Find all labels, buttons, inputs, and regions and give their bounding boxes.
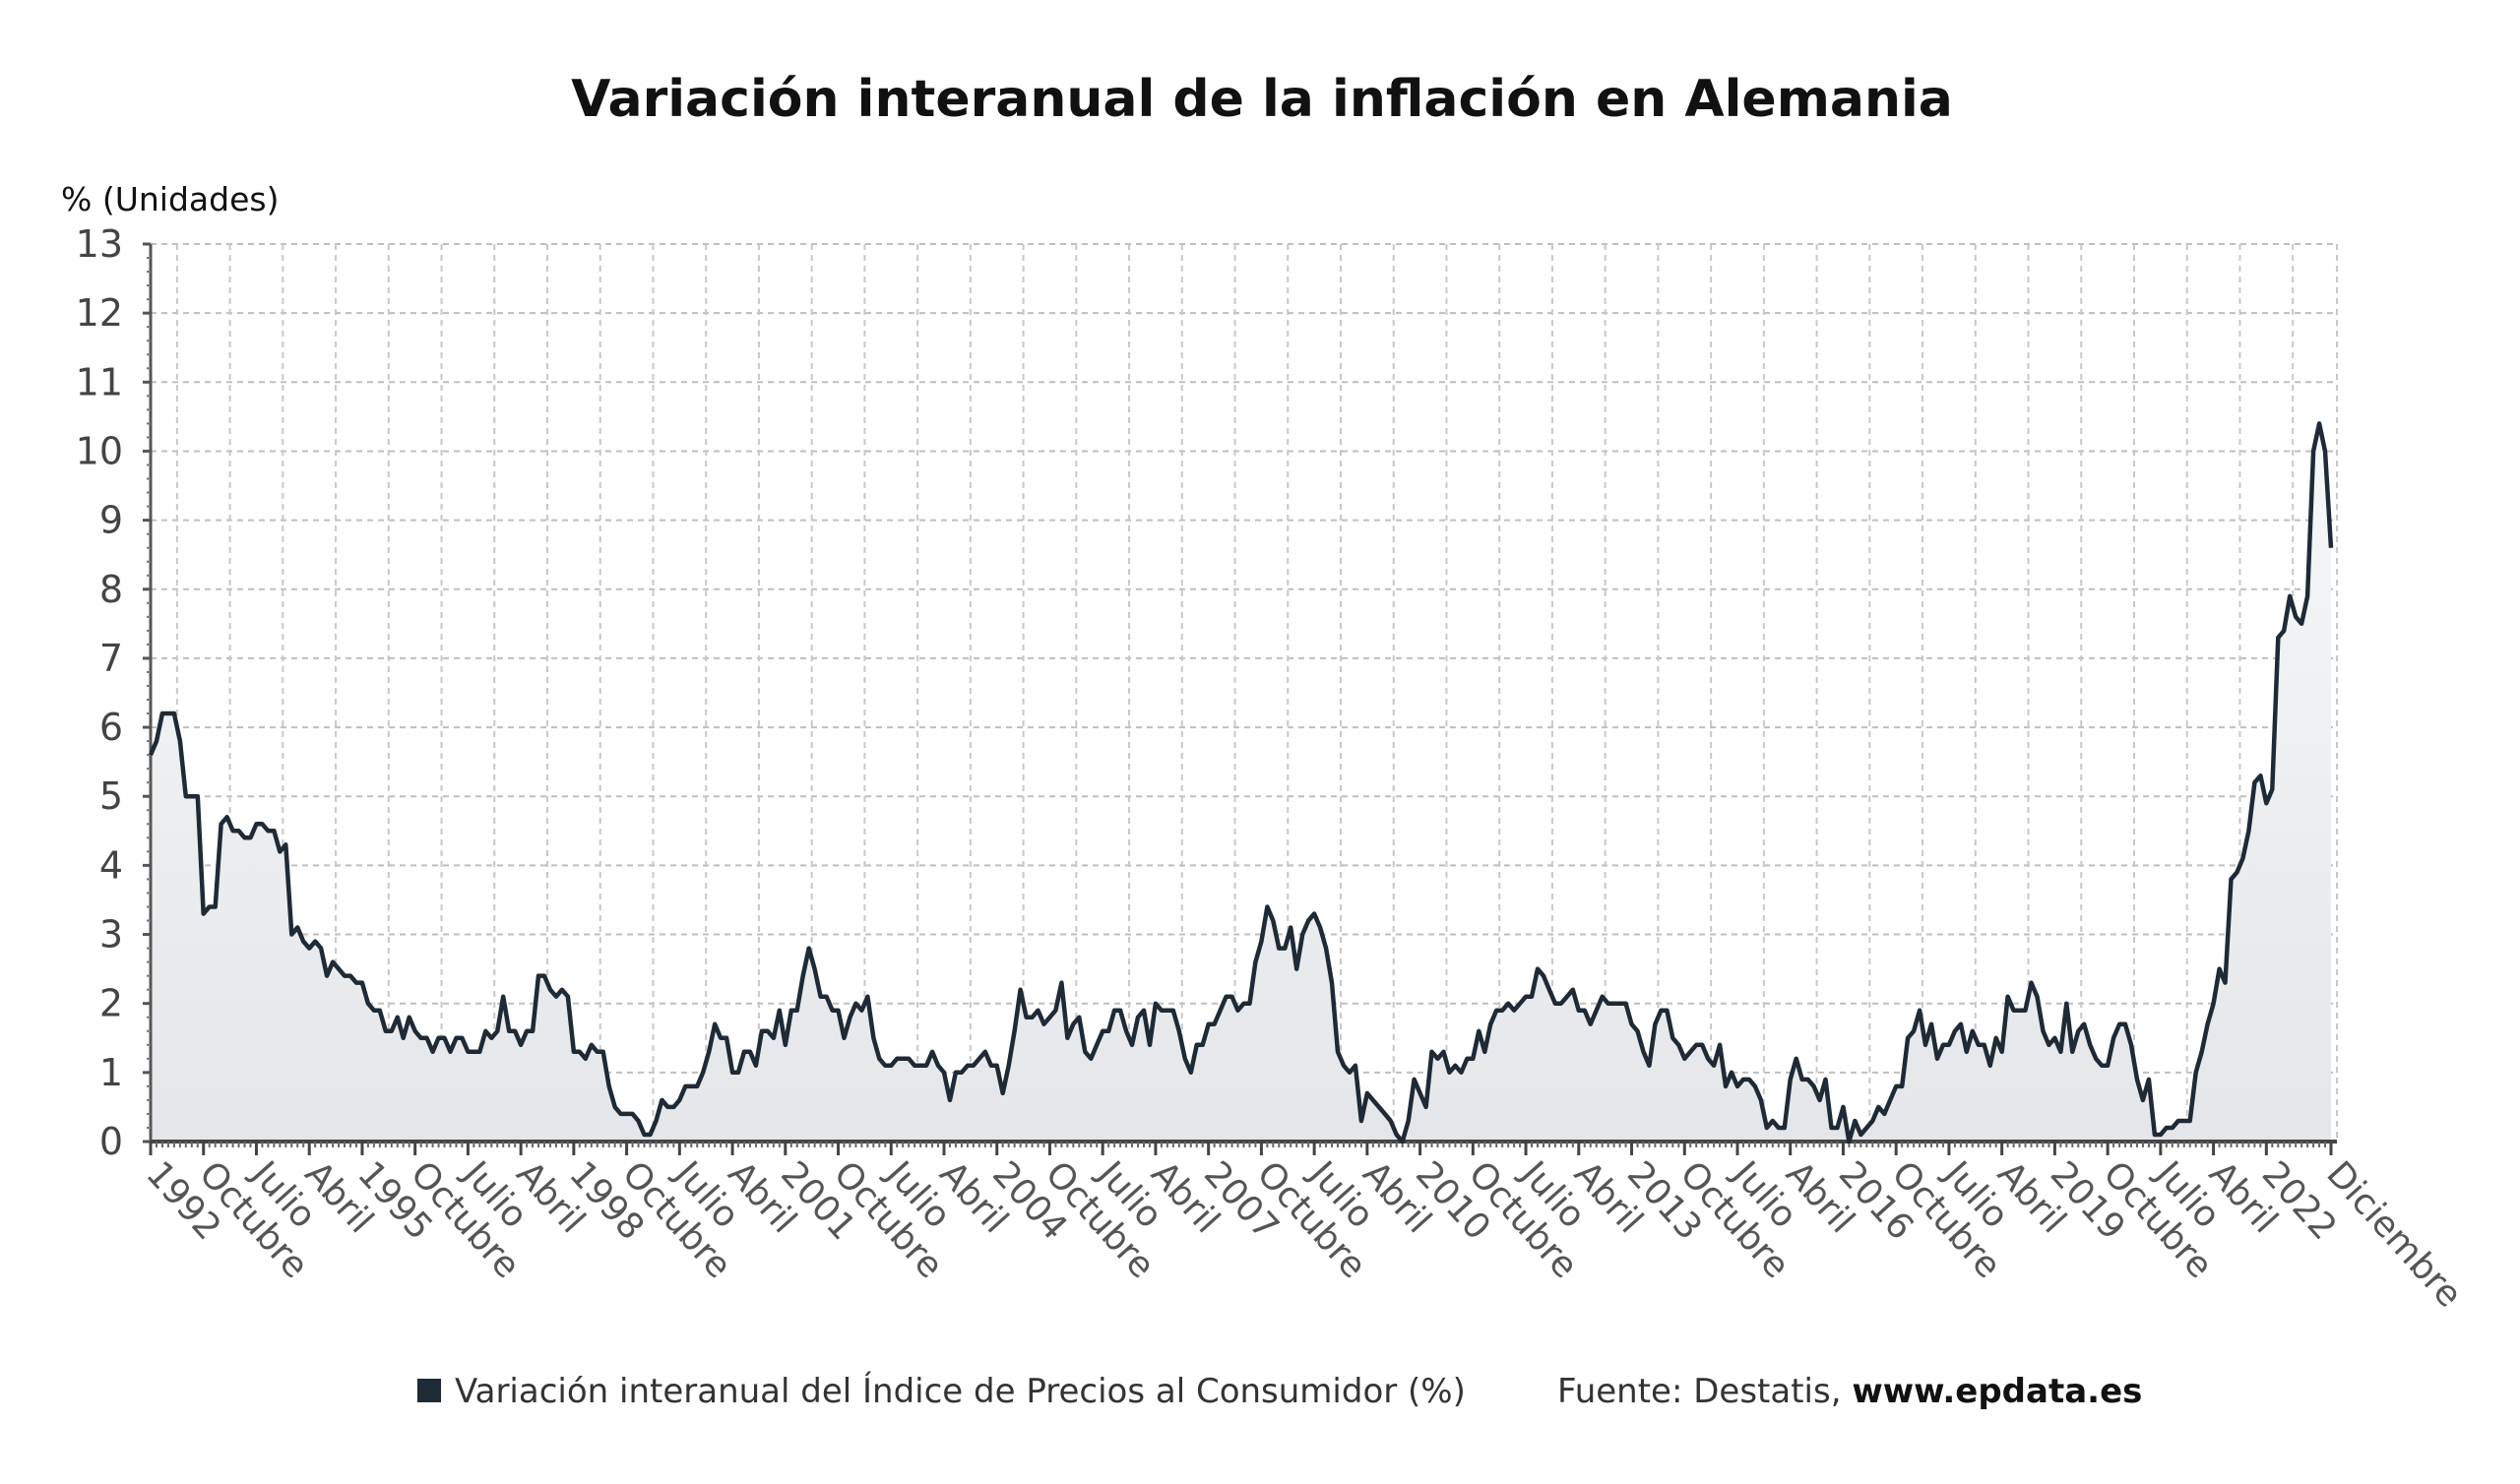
y-tick-label: 9	[99, 499, 123, 542]
legend-label: Variación interanual del Índice de Preci…	[455, 1371, 1466, 1411]
source-site: www.epdata.es	[1852, 1372, 2142, 1411]
y-tick-label: 11	[76, 360, 123, 403]
legend-swatch	[417, 1379, 441, 1402]
y-tick-label: 8	[99, 568, 123, 611]
y-tick-label: 5	[99, 774, 123, 818]
y-tick-label: 4	[99, 843, 123, 887]
y-tick-label: 3	[99, 913, 123, 957]
series-line	[148, 421, 2334, 1144]
y-tick-label: 13	[76, 222, 123, 266]
grid	[151, 243, 2338, 1142]
axes	[143, 242, 2337, 1155]
x-tick-label: Diciembre	[2318, 1154, 2469, 1316]
y-tick-label: 2	[99, 982, 123, 1025]
y-tick-label: 10	[76, 429, 123, 472]
y-tick-label: 12	[76, 291, 123, 335]
source-text: Fuente: Destatis,	[1557, 1372, 1852, 1411]
chart-title: Variación interanual de la inflación en …	[571, 70, 1953, 129]
y-tick-label: 0	[99, 1120, 123, 1163]
y-tick-label: 1	[99, 1051, 123, 1094]
source-label: Fuente: Destatis, www.epdata.es	[1557, 1372, 2142, 1411]
y-tick-label: 7	[99, 637, 123, 680]
y-axis-label: % (Unidades)	[61, 180, 279, 218]
legend: Variación interanual del Índice de Preci…	[417, 1371, 2142, 1411]
series-area	[151, 423, 2331, 1142]
x-tick-labels: 1992OctubreJulioAbril1995OctubreJulioAbr…	[138, 1152, 2469, 1315]
y-tick-label: 6	[99, 706, 123, 749]
